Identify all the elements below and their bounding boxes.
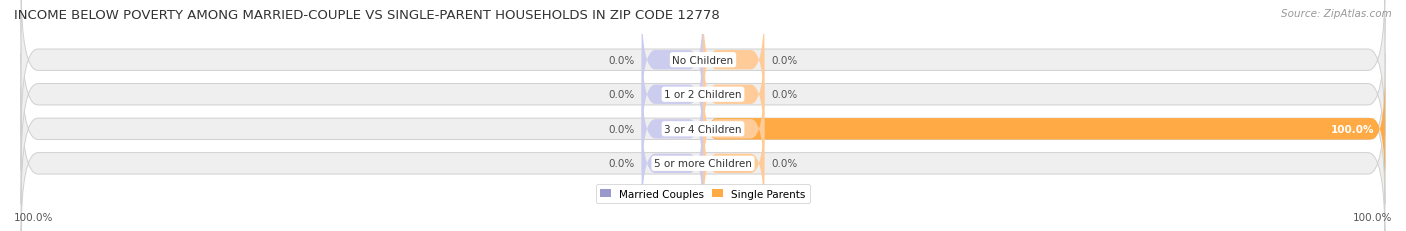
- Text: 5 or more Children: 5 or more Children: [654, 159, 752, 169]
- FancyBboxPatch shape: [21, 0, 1385, 136]
- FancyBboxPatch shape: [641, 36, 703, 154]
- Text: 0.0%: 0.0%: [772, 159, 797, 169]
- Legend: Married Couples, Single Parents: Married Couples, Single Parents: [596, 185, 810, 203]
- Text: 0.0%: 0.0%: [772, 90, 797, 100]
- Text: INCOME BELOW POVERTY AMONG MARRIED-COUPLE VS SINGLE-PARENT HOUSEHOLDS IN ZIP COD: INCOME BELOW POVERTY AMONG MARRIED-COUPL…: [14, 9, 720, 22]
- FancyBboxPatch shape: [641, 1, 703, 120]
- FancyBboxPatch shape: [703, 104, 765, 223]
- FancyBboxPatch shape: [21, 54, 1385, 205]
- Text: 0.0%: 0.0%: [772, 55, 797, 65]
- FancyBboxPatch shape: [21, 88, 1385, 231]
- FancyBboxPatch shape: [703, 71, 1385, 187]
- Text: 100.0%: 100.0%: [1331, 124, 1375, 134]
- FancyBboxPatch shape: [703, 1, 765, 120]
- Text: Source: ZipAtlas.com: Source: ZipAtlas.com: [1281, 9, 1392, 19]
- FancyBboxPatch shape: [703, 36, 765, 154]
- Text: 0.0%: 0.0%: [609, 90, 636, 100]
- Text: 0.0%: 0.0%: [609, 124, 636, 134]
- FancyBboxPatch shape: [21, 19, 1385, 170]
- Text: 100.0%: 100.0%: [14, 212, 53, 222]
- Text: 1 or 2 Children: 1 or 2 Children: [664, 90, 742, 100]
- Text: No Children: No Children: [672, 55, 734, 65]
- Text: 0.0%: 0.0%: [609, 159, 636, 169]
- Text: 3 or 4 Children: 3 or 4 Children: [664, 124, 742, 134]
- Text: 100.0%: 100.0%: [1353, 212, 1392, 222]
- FancyBboxPatch shape: [641, 70, 703, 188]
- FancyBboxPatch shape: [641, 104, 703, 223]
- FancyBboxPatch shape: [703, 70, 765, 188]
- Text: 0.0%: 0.0%: [609, 55, 636, 65]
